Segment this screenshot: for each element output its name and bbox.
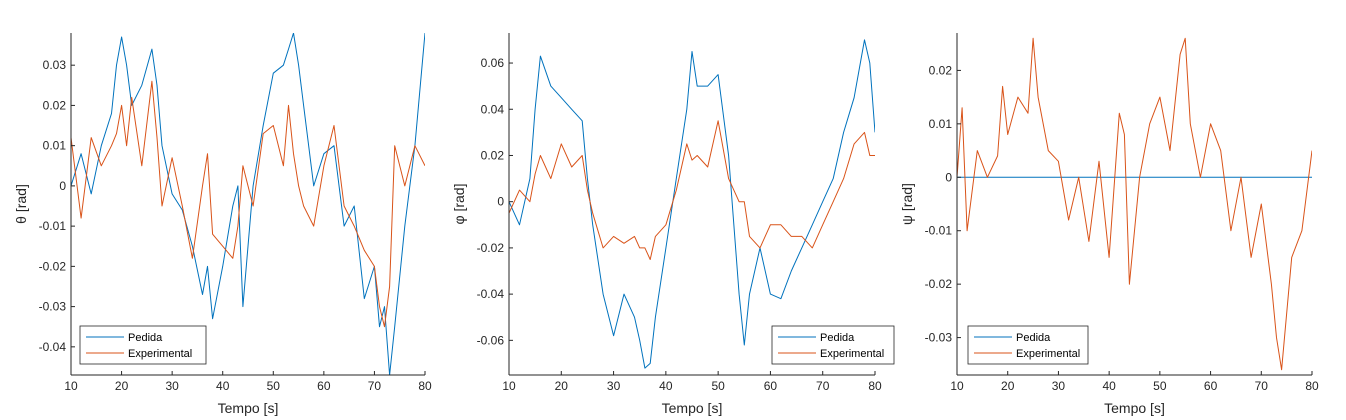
psi-y-axis-label: ψ [rad] — [899, 183, 915, 225]
psi-x-tick-label: 70 — [1255, 379, 1269, 393]
theta-y-tick-label: 0.01 — [43, 139, 67, 153]
theta-x-tick-label: 10 — [64, 379, 78, 393]
theta-plot: 10 20 30 40 50 60 70 80 -0.04 -0.03 -0.02 -0.01 0 0.0… — [13, 33, 432, 416]
theta-y-tick-label: 0 — [59, 179, 66, 193]
theta-y-tick-label: 0.02 — [43, 98, 67, 112]
psi-y-tick-label: -0.01 — [925, 224, 953, 238]
theta-legend: Pedida Experimental — [79, 325, 207, 365]
phi-y-tick-label: 0.02 — [481, 148, 505, 162]
theta-y-tick-label: 0.03 — [43, 58, 67, 72]
theta-x-tick-label: 80 — [418, 379, 432, 393]
psi-plot: 10 20 30 40 50 60 70 80 -0.03 -0.02 -0.01 0 0.01 0.02… — [899, 33, 1319, 416]
phi-x-tick-label: 40 — [659, 379, 673, 393]
psi-legend: Pedida Experimental — [967, 325, 1089, 365]
theta-x-tick-label: 20 — [115, 379, 129, 393]
psi-y-tick-label: 0 — [945, 170, 952, 184]
psi-x-tick-label: 30 — [1052, 379, 1066, 393]
psi-x-tick-label: 60 — [1204, 379, 1218, 393]
phi-y-tick-label: 0.04 — [481, 102, 505, 116]
phi-legend-box — [771, 325, 895, 365]
psi-x-tick-label: 50 — [1153, 379, 1167, 393]
phi-x-tick-label: 60 — [764, 379, 778, 393]
phi-y-tick-label: 0.06 — [481, 56, 505, 70]
phi-x-tick-label: 30 — [607, 379, 621, 393]
phi-x-tick-label: 70 — [816, 379, 830, 393]
psi-y-tick-label: 0.01 — [929, 117, 953, 131]
theta-y-tick-label: -0.01 — [39, 219, 67, 233]
theta-y-tick-label: -0.04 — [39, 340, 67, 354]
phi-x-tick-label: 10 — [502, 379, 516, 393]
psi-legend-label-experimental: Experimental — [1016, 348, 1080, 360]
theta-series-experimental-line — [71, 80, 425, 328]
theta-y-tick-label: -0.02 — [39, 259, 67, 273]
phi-y-tick-label: -0.02 — [477, 241, 505, 255]
psi-x-tick-label: 80 — [1305, 379, 1319, 393]
phi-x-tick-label: 50 — [711, 379, 725, 393]
psi-x-tick-label: 20 — [1001, 379, 1015, 393]
theta-x-tick-label: 60 — [317, 379, 331, 393]
phi-series-pedida-line — [509, 39, 875, 369]
phi-y-tick-label: -0.04 — [477, 287, 505, 301]
psi-y-tick-label: -0.03 — [925, 331, 953, 345]
psi-series-experimental-line — [957, 37, 1312, 371]
theta-x-tick-label: 70 — [368, 379, 382, 393]
phi-x-axis-label: Tempo [s] — [662, 400, 723, 416]
phi-y-tick-label: -0.06 — [477, 333, 505, 347]
psi-x-axis-label: Tempo [s] — [1104, 400, 1165, 416]
phi-legend-label-pedida: Pedida — [820, 332, 855, 344]
theta-legend-box — [79, 325, 207, 365]
psi-x-tick-label: 40 — [1102, 379, 1116, 393]
phi-y-tick-label: 0 — [497, 195, 504, 209]
theta-legend-label-pedida: Pedida — [128, 332, 163, 344]
psi-x-tick-label: 10 — [950, 379, 964, 393]
theta-x-tick-label: 50 — [267, 379, 281, 393]
theta-y-tick-label: -0.03 — [39, 300, 67, 314]
phi-legend: Pedida Experimental — [771, 325, 895, 365]
phi-series-experimental-line — [509, 120, 875, 260]
theta-y-axis-label: θ [rad] — [13, 184, 29, 224]
theta-legend-label-experimental: Experimental — [128, 348, 192, 360]
theta-x-axis-label: Tempo [s] — [218, 400, 279, 416]
psi-y-tick-label: -0.02 — [925, 277, 953, 291]
theta-series-pedida-line — [71, 33, 425, 375]
psi-legend-box — [967, 325, 1089, 365]
phi-y-axis-label: φ [rad] — [451, 184, 467, 225]
psi-y-tick-label: 0.02 — [929, 63, 953, 77]
phi-x-tick-label: 20 — [555, 379, 569, 393]
psi-legend-label-pedida: Pedida — [1016, 332, 1051, 344]
phi-legend-label-experimental: Experimental — [820, 348, 884, 360]
theta-x-tick-label: 40 — [216, 379, 230, 393]
theta-x-tick-label: 30 — [165, 379, 179, 393]
phi-plot: 10 20 30 40 50 60 70 80 -0.06 -0.04 -0.02 0 0.02 0.04… — [451, 33, 895, 416]
phi-x-tick-label: 80 — [868, 379, 882, 393]
